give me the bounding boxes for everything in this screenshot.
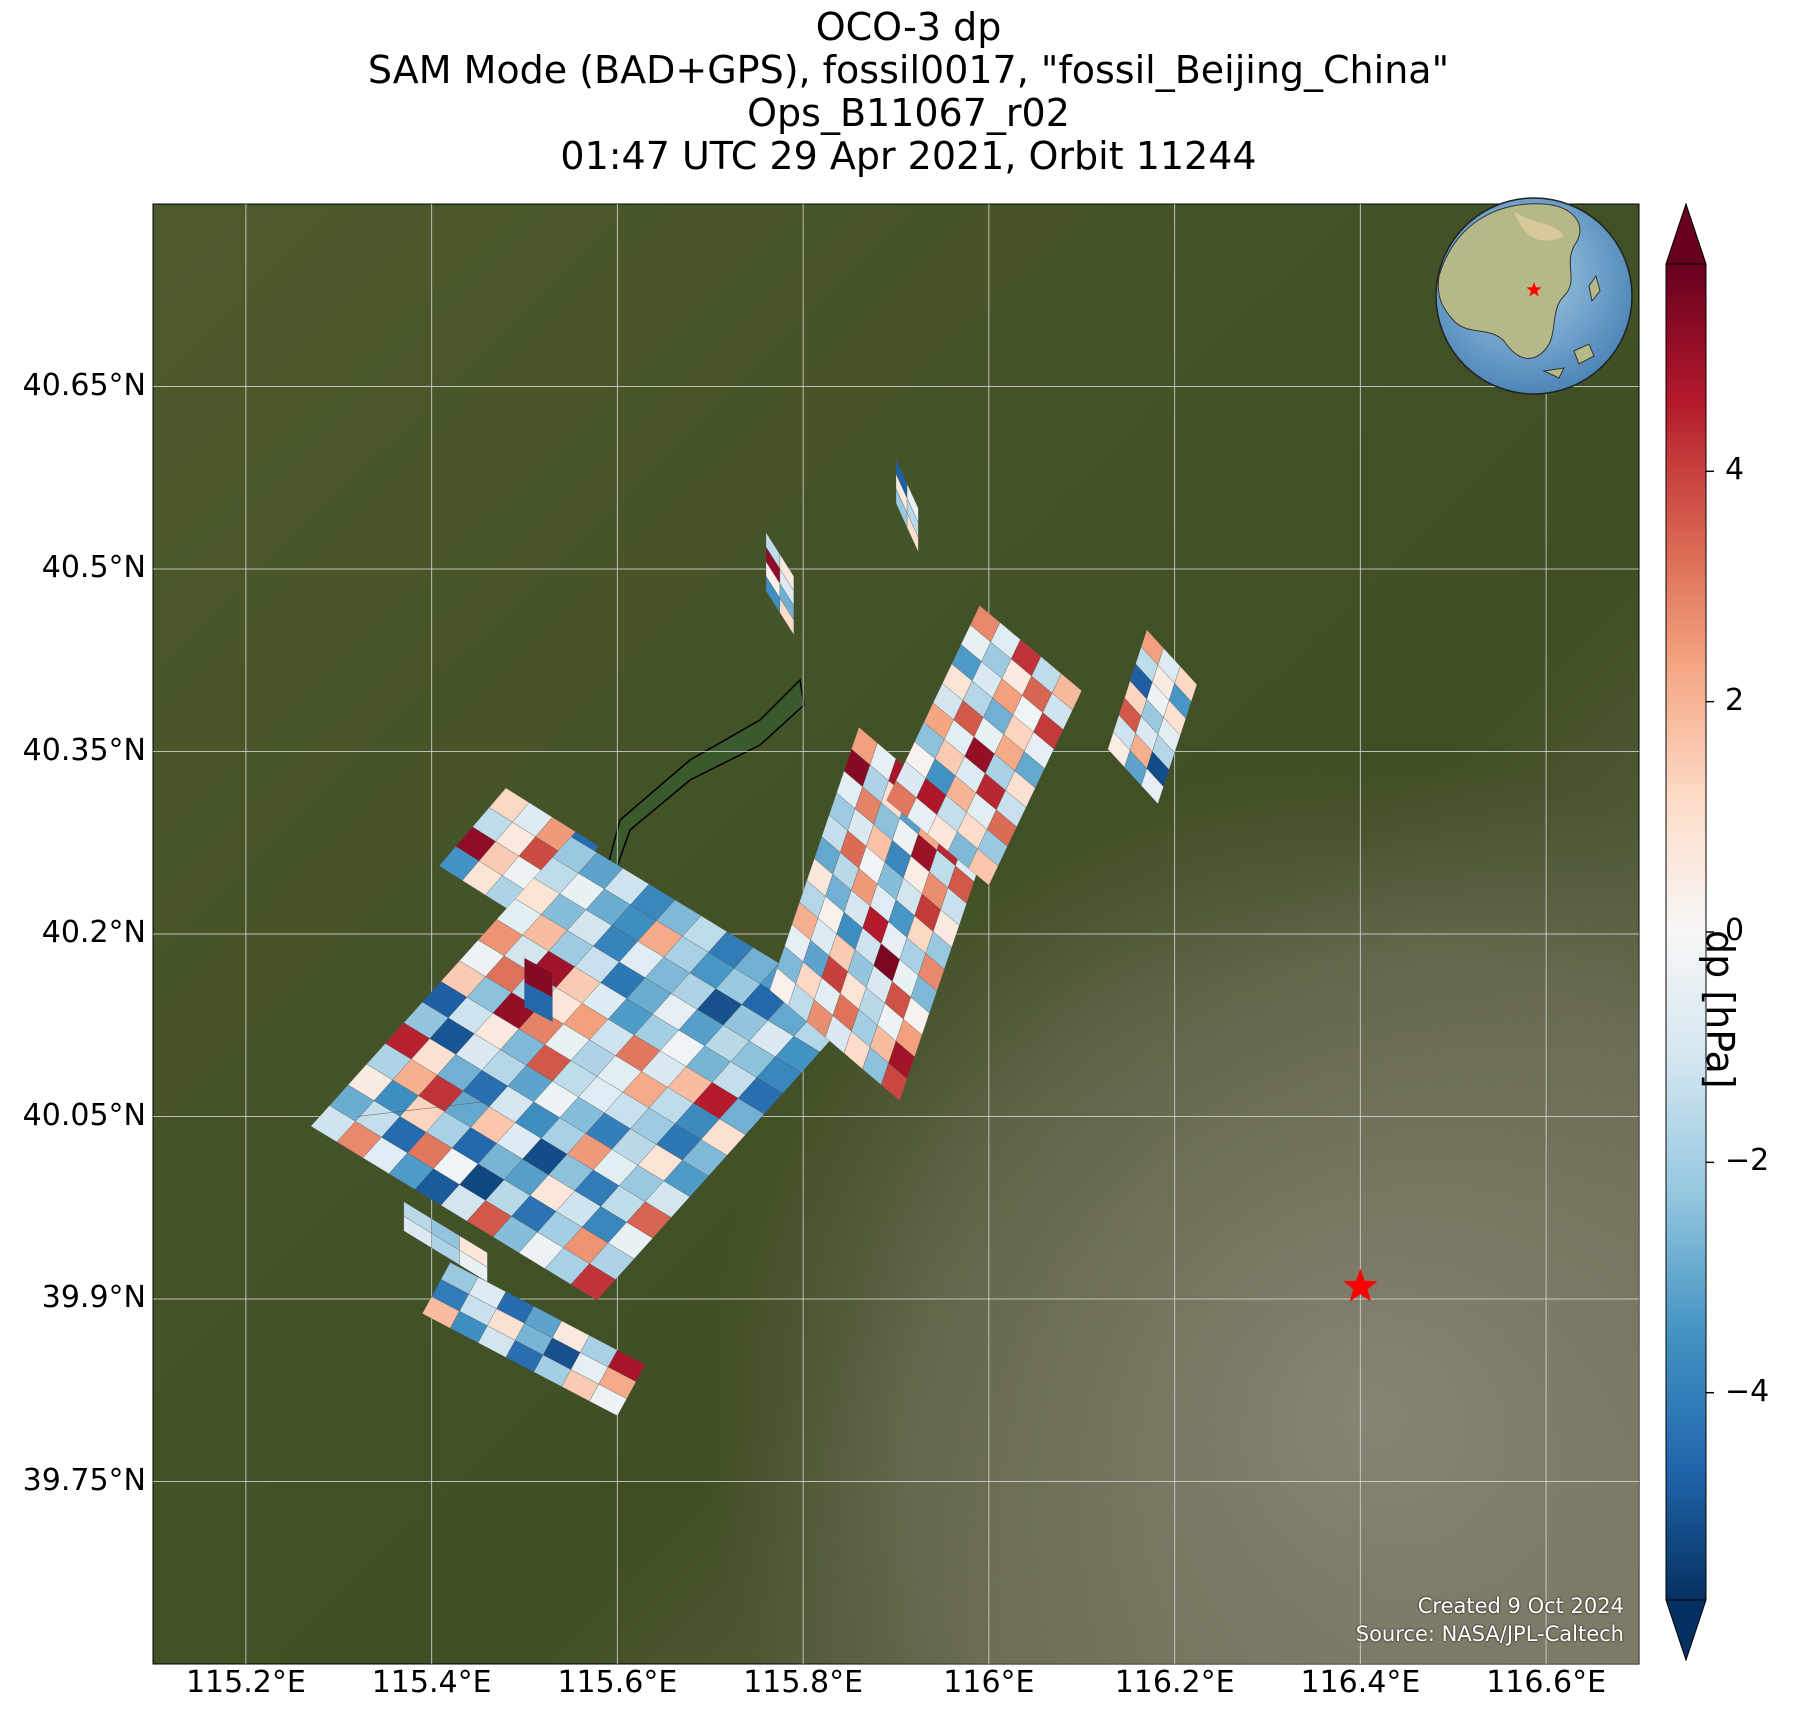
lat-tick-label: 39.75°N <box>22 1462 146 1498</box>
dp-cell <box>960 1140 985 1156</box>
dp-cell <box>1141 768 1164 805</box>
lat-tick-label: 40.35°N <box>22 732 146 768</box>
lon-tick-label: 115.8°E <box>743 1665 864 1700</box>
dp-cell <box>880 1062 908 1101</box>
lon-tick-label: 116.4°E <box>1300 1665 1421 1700</box>
globe-marker-star <box>1526 282 1542 297</box>
colorbar-tick-label: 2 <box>1725 682 1745 718</box>
title-line-4: 01:47 UTC 29 Apr 2021, Orbit 11244 <box>560 134 1257 178</box>
reservoir-outline <box>599 678 805 896</box>
dp-cell <box>440 1101 483 1107</box>
dp-cell <box>779 597 794 636</box>
colorbar-tick-label: 4 <box>1725 452 1745 488</box>
lat-tick-label: 39.9°N <box>41 1280 146 1315</box>
dp-cell <box>968 848 999 886</box>
source-credit: Source: NASA/JPL-Caltech <box>1355 1622 1624 1646</box>
lon-tick-label: 115.2°E <box>185 1665 306 1700</box>
lon-tick-label: 116.2°E <box>1114 1665 1235 1700</box>
lat-tick-label: 40.2°N <box>41 915 146 950</box>
colorbar-extend-min <box>1665 1599 1707 1662</box>
title-line-1: OCO-3 dp <box>815 5 1002 49</box>
colorbar <box>1665 202 1714 1662</box>
dp-cell <box>906 512 919 553</box>
lat-tick-label: 40.65°N <box>22 367 146 403</box>
title-line-2: SAM Mode (BAD+GPS), fossil0017, "fossil_… <box>367 48 1450 92</box>
target-star-marker <box>1343 1268 1378 1302</box>
lon-tick-label: 116°E <box>943 1665 1035 1700</box>
dp-cell <box>570 1263 616 1301</box>
dp-cell <box>589 1383 627 1417</box>
colorbar-tick-label: −2 <box>1725 1143 1770 1179</box>
globe-islands <box>1542 274 1601 379</box>
created-credit: Created 9 Oct 2024 <box>1417 1594 1624 1618</box>
lon-tick-label: 115.4°E <box>371 1665 492 1700</box>
title-line-3: Ops_B11067_r02 <box>747 91 1070 135</box>
globe-landmass <box>1437 203 1581 359</box>
colorbar-tick-label: −4 <box>1725 1373 1770 1409</box>
colorbar-label: dp [hPa] <box>1698 930 1742 1089</box>
inset-globe <box>1435 197 1633 395</box>
lat-tick-label: 40.5°N <box>41 550 146 585</box>
dp-soundings <box>310 459 1198 1417</box>
dp-cell <box>524 982 553 1022</box>
lon-tick-label: 115.6°E <box>557 1665 678 1700</box>
lon-tick-label: 116.6°E <box>1486 1665 1607 1700</box>
lat-tick-label: 40.05°N <box>22 1097 146 1133</box>
colorbar-extend-max <box>1665 202 1707 265</box>
colorbar-tick-label: 0 <box>1725 913 1745 948</box>
